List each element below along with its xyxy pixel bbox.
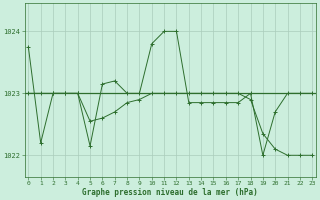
X-axis label: Graphe pression niveau de la mer (hPa): Graphe pression niveau de la mer (hPa) xyxy=(83,188,258,197)
